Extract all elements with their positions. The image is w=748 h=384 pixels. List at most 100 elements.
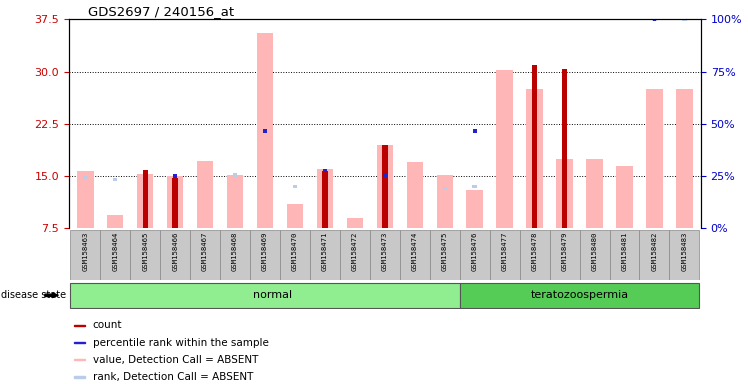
- Text: GSM158472: GSM158472: [352, 232, 358, 271]
- Bar: [520, 230, 550, 280]
- Bar: [340, 230, 370, 280]
- Bar: [437, 175, 453, 228]
- Bar: [286, 204, 303, 228]
- Bar: [527, 89, 543, 228]
- Bar: [430, 230, 460, 280]
- Bar: [683, 0, 686, 3]
- Bar: [74, 324, 85, 326]
- Bar: [473, 129, 476, 132]
- Text: teratozoospermia: teratozoospermia: [530, 290, 628, 300]
- Bar: [676, 89, 693, 228]
- Text: GSM158470: GSM158470: [292, 232, 298, 271]
- Text: GSM158481: GSM158481: [622, 232, 628, 271]
- Bar: [74, 376, 85, 378]
- Bar: [83, 176, 88, 179]
- Bar: [532, 65, 537, 228]
- Text: GSM158482: GSM158482: [652, 232, 657, 271]
- Text: GSM158469: GSM158469: [262, 232, 268, 271]
- Text: normal: normal: [253, 290, 292, 300]
- Bar: [257, 33, 273, 228]
- Bar: [316, 169, 333, 228]
- Bar: [322, 170, 328, 228]
- Bar: [74, 342, 85, 343]
- Text: GSM158479: GSM158479: [562, 232, 568, 271]
- Bar: [557, 159, 573, 228]
- Text: GSM158480: GSM158480: [592, 232, 598, 271]
- Bar: [250, 230, 280, 280]
- Bar: [113, 178, 117, 181]
- Text: GSM158473: GSM158473: [381, 232, 388, 271]
- Bar: [586, 159, 603, 228]
- Bar: [323, 169, 327, 172]
- Bar: [197, 161, 213, 228]
- Text: percentile rank within the sample: percentile rank within the sample: [93, 338, 269, 348]
- Bar: [490, 230, 520, 280]
- Text: GSM158474: GSM158474: [412, 232, 418, 271]
- Bar: [346, 218, 363, 228]
- Bar: [562, 70, 567, 228]
- Bar: [497, 70, 513, 228]
- Bar: [160, 230, 190, 280]
- Text: value, Detection Call = ABSENT: value, Detection Call = ABSENT: [93, 355, 258, 365]
- Bar: [174, 174, 177, 178]
- Bar: [190, 230, 220, 280]
- Text: GSM158475: GSM158475: [442, 232, 448, 271]
- Bar: [533, 0, 536, 3]
- Bar: [167, 176, 183, 228]
- Bar: [220, 230, 250, 280]
- Text: GSM158471: GSM158471: [322, 232, 328, 271]
- Bar: [610, 230, 640, 280]
- Bar: [400, 230, 430, 280]
- Text: GSM158476: GSM158476: [472, 232, 478, 271]
- Bar: [682, 17, 687, 21]
- Bar: [616, 166, 633, 228]
- Bar: [74, 359, 85, 361]
- Bar: [652, 17, 657, 21]
- Bar: [382, 172, 387, 176]
- Bar: [460, 283, 699, 308]
- Bar: [143, 170, 148, 228]
- Text: GSM158483: GSM158483: [681, 232, 687, 271]
- Text: rank, Detection Call = ABSENT: rank, Detection Call = ABSENT: [93, 372, 254, 382]
- Bar: [130, 230, 160, 280]
- Text: GSM158477: GSM158477: [502, 232, 508, 271]
- Bar: [640, 230, 669, 280]
- Bar: [233, 173, 237, 177]
- Bar: [382, 145, 387, 228]
- Bar: [383, 173, 387, 177]
- Bar: [107, 215, 123, 228]
- Bar: [550, 230, 580, 280]
- Bar: [460, 230, 490, 280]
- Bar: [227, 175, 243, 228]
- Bar: [646, 89, 663, 228]
- Bar: [580, 230, 610, 280]
- Bar: [100, 230, 130, 280]
- Bar: [173, 177, 178, 228]
- Text: GSM158468: GSM158468: [232, 232, 238, 271]
- Text: GSM158478: GSM158478: [532, 232, 538, 271]
- Bar: [310, 230, 340, 280]
- Text: GSM158467: GSM158467: [202, 232, 208, 271]
- Bar: [77, 170, 94, 228]
- Bar: [137, 174, 153, 228]
- Text: GDS2697 / 240156_at: GDS2697 / 240156_at: [88, 5, 234, 18]
- Bar: [70, 283, 460, 308]
- Bar: [370, 230, 400, 280]
- Text: disease state: disease state: [1, 290, 67, 300]
- Bar: [70, 230, 100, 280]
- Text: GSM158464: GSM158464: [112, 232, 118, 271]
- Text: count: count: [93, 320, 123, 330]
- Text: GSM158465: GSM158465: [142, 232, 148, 271]
- Bar: [263, 129, 267, 132]
- Bar: [473, 185, 477, 189]
- Bar: [376, 145, 393, 228]
- Bar: [653, 17, 656, 21]
- Bar: [467, 190, 483, 228]
- Bar: [292, 185, 297, 189]
- Bar: [407, 162, 423, 228]
- Bar: [280, 230, 310, 280]
- Text: GSM158463: GSM158463: [82, 232, 88, 271]
- Bar: [669, 230, 699, 280]
- Bar: [443, 187, 447, 190]
- Bar: [263, 129, 267, 132]
